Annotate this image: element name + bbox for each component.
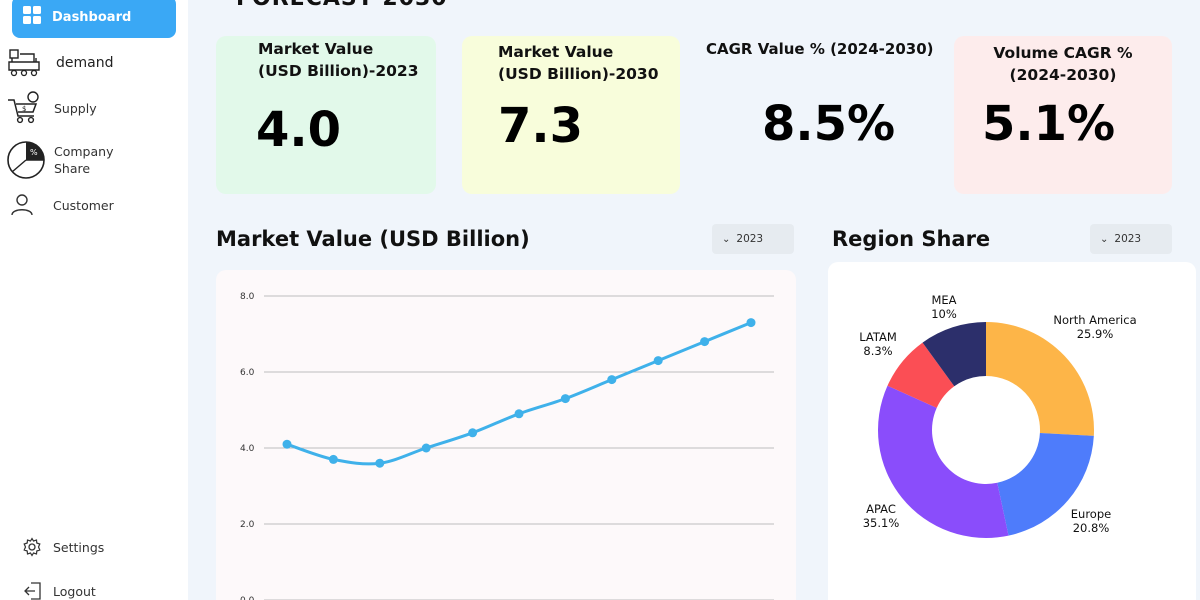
series-line bbox=[286, 321, 752, 466]
data-point[interactable] bbox=[560, 394, 570, 404]
kpi-title-line-2: (2024-2030) bbox=[1009, 66, 1117, 84]
kpi-title: Market Value (USD Billion)-2030 bbox=[498, 41, 659, 85]
pie-slice[interactable] bbox=[997, 432, 1094, 536]
slice-percent: 20.8% bbox=[1072, 521, 1110, 535]
data-point[interactable] bbox=[653, 356, 663, 366]
kpi-title-line-2: (USD Billion)-2030 bbox=[498, 65, 659, 83]
factory-icon bbox=[6, 48, 42, 78]
svg-text:%: % bbox=[30, 148, 38, 157]
slice-name: APAC bbox=[866, 502, 896, 516]
kpi-title: Market Value (USD Billion)-2023 bbox=[258, 38, 419, 82]
dropdown-value: 2023 bbox=[736, 233, 764, 245]
dropdown-value: 2023 bbox=[1114, 233, 1142, 245]
pie-slice[interactable] bbox=[922, 322, 986, 387]
kpi-title-line-2: (USD Billion)-2023 bbox=[258, 62, 419, 80]
dashboard-grid-icon bbox=[22, 5, 42, 29]
kpi-card-cagr-value: CAGR Value % (2024-2030) 8.5% bbox=[706, 36, 936, 194]
sidebar-item-dashboard[interactable]: Dashboard bbox=[12, 0, 176, 38]
gear-icon bbox=[22, 537, 42, 557]
sidebar-item-company-share[interactable]: % Company Share bbox=[6, 140, 113, 180]
sidebar-item-customer[interactable]: Customer bbox=[10, 194, 114, 216]
y-tick-label: 0.0 bbox=[240, 596, 255, 600]
supply-cart-icon: $ bbox=[6, 90, 42, 126]
logout-icon bbox=[24, 581, 42, 600]
kpi-card-market-value-2030: Market Value (USD Billion)-2030 7.3 bbox=[462, 36, 680, 194]
kpi-value: 7.3 bbox=[498, 98, 584, 154]
sidebar-item-label: Settings bbox=[53, 539, 105, 555]
sidebar-item-label: Company Share bbox=[54, 143, 113, 177]
sidebar-item-label: Logout bbox=[53, 583, 96, 599]
slice-name: Europe bbox=[1070, 507, 1112, 521]
slice-name: MEA bbox=[931, 293, 957, 307]
sidebar-item-label: Dashboard bbox=[52, 9, 132, 25]
pie-chart-icon: % bbox=[6, 140, 46, 180]
slice-percent: 8.3% bbox=[863, 344, 893, 358]
sidebar-item-label: Customer bbox=[53, 197, 114, 213]
pie-slice[interactable] bbox=[887, 342, 955, 408]
slice-percent: 35.1% bbox=[862, 516, 900, 530]
user-icon bbox=[10, 194, 34, 216]
page-title: FORECAST 2030 bbox=[236, 0, 448, 11]
svg-text:$: $ bbox=[22, 105, 26, 113]
market-value-line-chart: 0.0 2.0 4.0 6.0 8.0 bbox=[240, 292, 774, 600]
region-share-chart-panel: North America 25.9% Europe 20.8% APAC 35.1% LA… bbox=[828, 262, 1196, 600]
data-point[interactable] bbox=[514, 409, 524, 419]
data-point[interactable] bbox=[375, 458, 385, 468]
slice-percent: 10% bbox=[931, 307, 957, 321]
data-point[interactable] bbox=[700, 337, 710, 347]
kpi-title-line-1: Market Value bbox=[498, 43, 614, 61]
sidebar-item-logout[interactable]: Logout bbox=[24, 581, 96, 600]
y-tick-label: 6.0 bbox=[240, 368, 255, 378]
chevron-down-icon: ⌄ bbox=[1100, 233, 1109, 245]
sidebar-item-settings[interactable]: Settings bbox=[22, 537, 104, 557]
data-point[interactable] bbox=[421, 443, 431, 453]
kpi-value: 4.0 bbox=[256, 102, 342, 158]
sidebar-item-label: demand bbox=[56, 54, 114, 71]
region-year-dropdown[interactable]: ⌄ 2023 bbox=[1090, 224, 1172, 254]
data-point[interactable] bbox=[607, 375, 617, 385]
slice-label: LATAM 8.3% bbox=[848, 330, 908, 358]
market-value-chart-panel: 0.0 2.0 4.0 6.0 8.0 bbox=[216, 270, 796, 600]
kpi-title-line-1: Market Value bbox=[258, 40, 374, 58]
pie-slice[interactable] bbox=[878, 385, 1009, 538]
kpi-card-market-value-2023: Market Value (USD Billion)-2023 4.0 bbox=[216, 36, 436, 194]
slice-label: Europe 20.8% bbox=[1056, 507, 1126, 535]
y-tick-label: 8.0 bbox=[240, 292, 255, 302]
kpi-title: CAGR Value % (2024-2030) bbox=[706, 40, 934, 58]
slice-name: North America bbox=[1053, 313, 1137, 327]
chevron-down-icon: ⌄ bbox=[722, 233, 731, 245]
slice-percent: 25.9% bbox=[1076, 327, 1114, 341]
sidebar: Dashboard demand $ Supp bbox=[0, 0, 188, 600]
slice-label: MEA 10% bbox=[918, 293, 970, 321]
kpi-title-line-1: Volume CAGR % bbox=[993, 44, 1133, 62]
kpi-value: 8.5% bbox=[762, 96, 896, 152]
label-line-1: Company bbox=[54, 144, 114, 159]
sidebar-item-label: Supply bbox=[54, 100, 97, 116]
data-point[interactable] bbox=[328, 454, 338, 464]
sidebar-item-supply[interactable]: $ Supply bbox=[6, 90, 97, 126]
market-year-dropdown[interactable]: ⌄ 2023 bbox=[712, 224, 794, 254]
data-point[interactable] bbox=[468, 428, 478, 438]
kpi-title: Volume CAGR % (2024-2030) bbox=[954, 42, 1172, 86]
region-share-donut-chart bbox=[878, 322, 1094, 538]
y-tick-label: 4.0 bbox=[240, 444, 255, 454]
kpi-card-volume-cagr: Volume CAGR % (2024-2030) 5.1% bbox=[954, 36, 1172, 194]
y-tick-label: 2.0 bbox=[240, 520, 255, 530]
region-share-section-title: Region Share bbox=[832, 227, 991, 251]
market-value-section-title: Market Value (USD Billion) bbox=[216, 227, 530, 251]
slice-name: LATAM bbox=[859, 330, 897, 344]
label-line-2: Share bbox=[54, 161, 91, 176]
data-point[interactable] bbox=[746, 318, 756, 328]
slice-label: APAC 35.1% bbox=[850, 502, 912, 530]
slice-label: North America 25.9% bbox=[1040, 313, 1150, 341]
sidebar-item-demand[interactable]: demand bbox=[6, 48, 113, 78]
kpi-value: 5.1% bbox=[982, 96, 1116, 152]
data-point[interactable] bbox=[282, 439, 292, 449]
pie-slice[interactable] bbox=[986, 322, 1094, 436]
